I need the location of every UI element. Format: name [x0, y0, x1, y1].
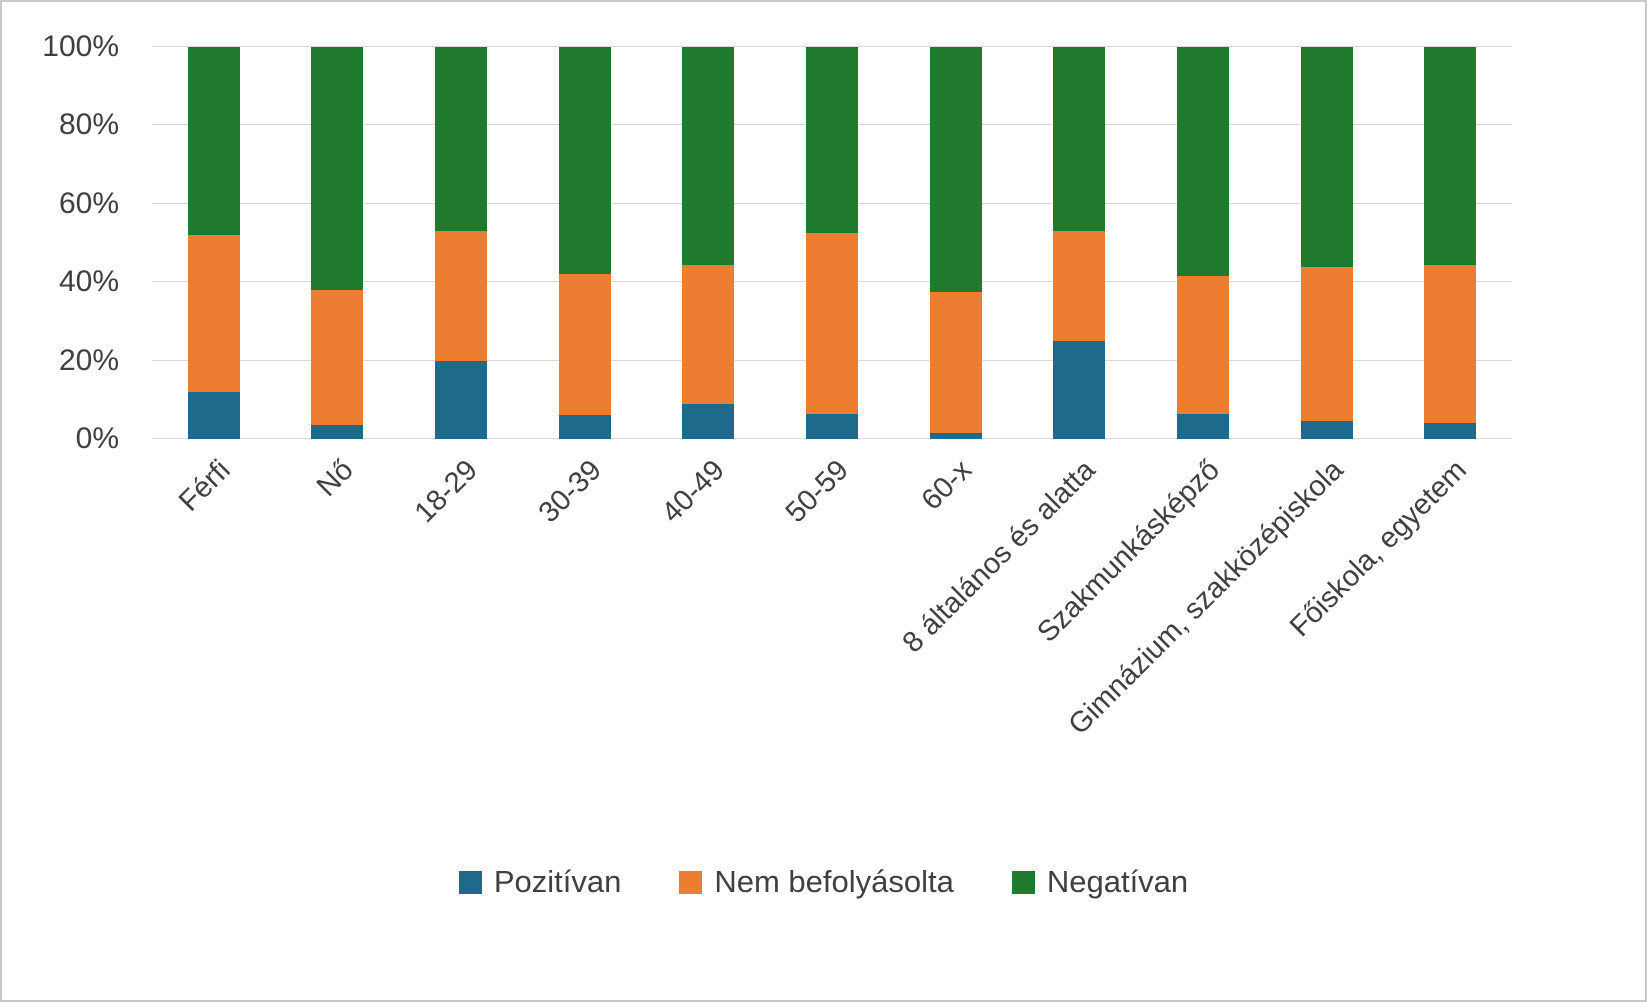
bar-50-59	[806, 47, 859, 439]
bar-segment-Negatívan	[311, 47, 364, 291]
bar-segment-Pozitívan	[187, 391, 240, 439]
bar-segment-Negatívan	[187, 47, 240, 236]
legend-swatch-icon	[1011, 870, 1035, 894]
legend-swatch-icon	[679, 870, 703, 894]
x-axis: Férfi Nő 18-29 30-39 40-49 50-59 60-x 8 általán…	[152, 454, 1512, 834]
x-axis-label: 30-39	[532, 454, 608, 530]
x-axis-label: 18-29	[408, 454, 484, 530]
x-axis-label: Szakmunkásképző	[1030, 454, 1226, 649]
bar-segment-Nem befolyásolta	[187, 235, 240, 392]
bar-segment-Pozitívan	[1176, 413, 1229, 439]
x-axis-label: Nő	[311, 454, 361, 503]
bar-Szakmunkásképző	[1176, 47, 1229, 439]
bar-segment-Nem befolyásolta	[558, 274, 611, 416]
grid-line	[152, 46, 1512, 47]
x-axis-label: 50-59	[779, 454, 855, 530]
legend-item-Nem befolyásolta: Nem befolyásolta	[679, 864, 954, 900]
bar-segment-Negatívan	[1176, 47, 1229, 277]
bar-segment-Negatívan	[1053, 47, 1106, 232]
bar-slot	[276, 47, 400, 439]
bar-segment-Negatívan	[558, 47, 611, 275]
bar-segment-Nem befolyásolta	[1053, 231, 1106, 341]
bar-segment-Nem befolyásolta	[929, 292, 982, 434]
bar-segment-Pozitívan	[435, 360, 488, 439]
bar-segment-Nem befolyásolta	[806, 233, 859, 414]
bar-segment-Nem befolyásolta	[435, 231, 488, 361]
bar-slot	[1017, 47, 1141, 439]
bar-segment-Pozitívan	[1300, 421, 1353, 439]
bar-segment-Pozitívan	[806, 413, 859, 439]
bars	[152, 47, 1512, 439]
bar-60-x	[929, 47, 982, 439]
bar-segment-Negatívan	[682, 47, 735, 265]
legend-label: Negatívan	[1046, 864, 1189, 899]
bar-segment-Pozitívan	[929, 433, 982, 439]
x-axis-label: 8 általános és alatta	[896, 454, 1102, 660]
bar-segment-Nem befolyásolta	[1424, 264, 1477, 424]
bar-Nő	[311, 47, 364, 439]
bar-Gimnázium, szakközépiskola	[1300, 47, 1353, 439]
x-axis-label: Gimnázium, szakközépiskola	[1062, 454, 1350, 742]
y-tick-label: 40%	[58, 265, 119, 299]
bar-30-39	[558, 47, 611, 439]
bar-segment-Pozitívan	[311, 425, 364, 439]
x-axis-label: 40-49	[655, 454, 731, 530]
bar-segment-Pozitívan	[1424, 423, 1477, 439]
y-tick-label: 0%	[75, 422, 119, 455]
bar-segment-Negatívan	[1300, 47, 1353, 267]
bar-Főiskola, egyetem	[1424, 47, 1477, 439]
bar-segment-Nem befolyásolta	[1176, 276, 1229, 414]
bar-segment-Pozitívan	[558, 415, 611, 439]
legend-item-Pozitívan: Pozitívan	[458, 864, 622, 900]
x-axis-label: Főiskola, egyetem	[1283, 454, 1473, 644]
bar-segment-Pozitívan	[1053, 341, 1106, 439]
plot-area	[152, 46, 1512, 439]
bar-segment-Negatívan	[806, 47, 859, 234]
legend-label: Pozitívan	[493, 864, 622, 899]
bar-Férfi	[187, 47, 240, 439]
bar-segment-Nem befolyásolta	[682, 264, 735, 404]
bar-slot	[152, 47, 276, 439]
bar-slot	[894, 47, 1018, 439]
y-tick-label: 60%	[58, 186, 119, 220]
bar-segment-Nem befolyásolta	[1300, 266, 1353, 422]
bar-segment-Pozitívan	[682, 403, 735, 439]
legend-item-Negatívan: Negatívan	[1011, 864, 1189, 900]
bar-40-49	[682, 47, 735, 439]
legend-swatch-icon	[458, 870, 482, 894]
bar-slot	[399, 47, 523, 439]
bar-8 általános és alatta	[1053, 47, 1106, 439]
bar-segment-Negatívan	[1424, 47, 1477, 265]
y-tick-label: 80%	[58, 108, 119, 142]
y-axis: 0% 20% 40% 60% 80% 100%	[2, 30, 137, 455]
x-axis-label: Férfi	[172, 454, 237, 518]
bar-slot	[770, 47, 894, 439]
bar-segment-Negatívan	[929, 47, 982, 293]
bar-18-29	[435, 47, 488, 439]
y-tick-label: 20%	[58, 343, 119, 377]
bar-slot	[1141, 47, 1265, 439]
bar-slot	[647, 47, 771, 439]
x-axis-label: 60-x	[915, 454, 979, 517]
bar-segment-Nem befolyásolta	[311, 290, 364, 426]
bar-slot	[1388, 47, 1512, 439]
bar-slot	[1265, 47, 1389, 439]
legend-label: Nem befolyásolta	[714, 864, 954, 899]
bar-slot	[523, 47, 647, 439]
bar-segment-Negatívan	[435, 47, 488, 232]
y-tick-label: 100%	[42, 30, 119, 63]
legend: Pozitívan Nem befolyásolta Negatívan	[2, 864, 1645, 900]
